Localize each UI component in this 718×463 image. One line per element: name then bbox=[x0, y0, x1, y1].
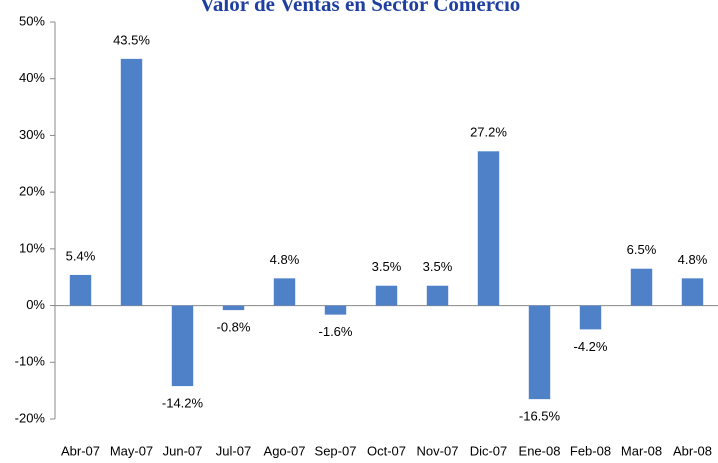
x-tick-label: Abr-07 bbox=[61, 443, 100, 458]
x-tick-label: Jun-07 bbox=[163, 443, 203, 458]
value-label: 3.5% bbox=[372, 259, 402, 274]
value-label: 4.8% bbox=[678, 252, 708, 267]
bar bbox=[120, 58, 143, 306]
bar bbox=[630, 268, 653, 306]
value-label: 4.8% bbox=[270, 252, 300, 267]
value-label: 5.4% bbox=[66, 248, 96, 263]
bar bbox=[375, 285, 398, 306]
y-tick-label: 10% bbox=[19, 240, 45, 255]
value-label: -0.8% bbox=[217, 320, 251, 335]
x-tick-label: Abr-08 bbox=[673, 443, 712, 458]
y-tick-label: -20% bbox=[15, 410, 46, 425]
bar bbox=[171, 305, 194, 387]
x-tick-label: Jul-07 bbox=[216, 443, 251, 458]
value-label: 6.5% bbox=[627, 242, 657, 257]
bar bbox=[324, 305, 347, 315]
value-label: -1.6% bbox=[319, 324, 353, 339]
x-tick-label: Feb-08 bbox=[570, 443, 611, 458]
y-tick-label: 0% bbox=[26, 297, 45, 312]
y-tick-label: 20% bbox=[19, 184, 45, 199]
value-label: 3.5% bbox=[423, 259, 453, 274]
chart-title: Valor de Ventas en Sector Comercio bbox=[200, 0, 521, 16]
y-tick-label: 40% bbox=[19, 70, 45, 85]
y-tick-label: 50% bbox=[19, 13, 45, 28]
x-tick-label: May-07 bbox=[110, 443, 153, 458]
bar bbox=[579, 305, 602, 330]
value-label: -16.5% bbox=[519, 409, 561, 424]
y-tick-label: 30% bbox=[19, 127, 45, 142]
bar bbox=[273, 278, 296, 306]
x-tick-label: Sep-07 bbox=[315, 443, 357, 458]
x-tick-label: Ago-07 bbox=[264, 443, 306, 458]
bar bbox=[681, 278, 704, 306]
y-tick-label: -10% bbox=[15, 354, 46, 369]
x-tick-label: Oct-07 bbox=[367, 443, 406, 458]
x-tick-label: Ene-08 bbox=[519, 443, 561, 458]
bar bbox=[528, 305, 551, 400]
value-label: 43.5% bbox=[113, 32, 150, 47]
value-label: -14.2% bbox=[162, 396, 204, 411]
x-tick-label: Dic-07 bbox=[470, 443, 508, 458]
x-tick-label: Nov-07 bbox=[417, 443, 459, 458]
bar bbox=[477, 151, 500, 306]
value-label: 27.2% bbox=[470, 125, 507, 140]
bar bbox=[426, 285, 449, 306]
bar bbox=[222, 305, 245, 311]
x-tick-label: Mar-08 bbox=[621, 443, 662, 458]
value-label: -4.2% bbox=[574, 339, 608, 354]
bar bbox=[69, 274, 92, 306]
